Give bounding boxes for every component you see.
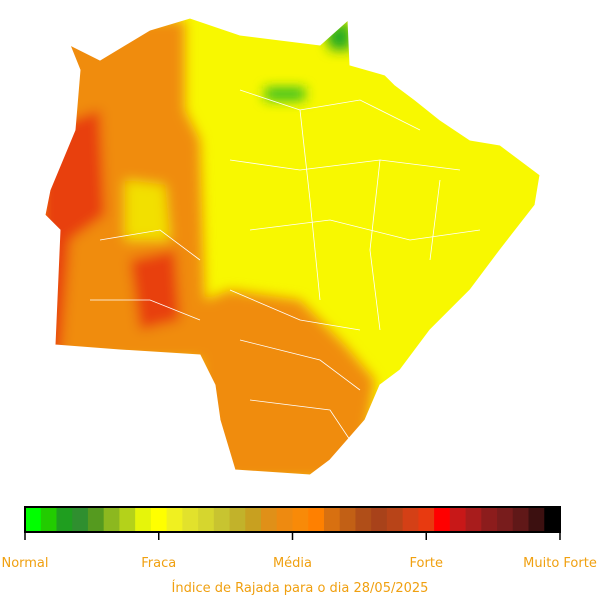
colorbar-label: Média — [273, 556, 312, 571]
colorbar-swatch — [386, 507, 404, 532]
colorbar-swatch — [292, 507, 309, 532]
colorbar: Normal Fraca Média Forte Muito Forte — [1, 506, 597, 571]
colorbar-swatch — [182, 507, 199, 532]
colorbar-swatch — [261, 507, 278, 532]
colorbar-label: Forte — [410, 556, 443, 571]
colorbar-swatch — [339, 507, 356, 532]
municipal-borders — [90, 89, 481, 441]
colorbar-swatch — [402, 507, 419, 532]
colorbar-swatch — [119, 507, 136, 532]
colorbar-swatch — [449, 507, 467, 532]
colorbar-swatch — [434, 507, 451, 532]
colorbar-swatch — [103, 507, 120, 532]
colorbar-swatch — [308, 507, 325, 532]
colorbar-swatch — [512, 507, 530, 532]
colorbar-swatch — [25, 507, 42, 532]
colorbar-swatch — [528, 507, 545, 532]
colorbar-swatch — [544, 507, 561, 532]
state-outline — [44, 17, 541, 476]
colorbar-swatch — [135, 507, 152, 532]
colorbar-swatch — [497, 507, 514, 532]
colorbar-swatch — [355, 507, 372, 532]
caption: Índice de Rajada para o dia 28/05/2025 — [172, 580, 429, 596]
colorbar-swatch — [418, 507, 435, 532]
colorbar-label: Normal — [1, 556, 48, 571]
colorbar-swatch — [166, 507, 183, 532]
colorbar-swatch — [87, 507, 105, 532]
colorbar-swatch — [56, 507, 73, 532]
colorbar-swatch — [198, 507, 215, 532]
colorbar-swatch — [481, 507, 498, 532]
colorbar-swatch — [72, 507, 89, 532]
colorbar-swatch — [150, 507, 168, 532]
colorbar-swatch — [465, 507, 482, 532]
colorbar-label: Muito Forte — [523, 556, 597, 571]
colorbar-swatch — [371, 507, 388, 532]
colorbar-swatch — [276, 507, 293, 532]
colorbar-swatch — [245, 507, 262, 532]
colorbar-swatch — [229, 507, 246, 532]
colorbar-swatch — [323, 507, 341, 532]
colorbar-swatch — [40, 507, 57, 532]
colorbar-label: Fraca — [141, 556, 176, 571]
colorbar-swatch — [213, 507, 231, 532]
state-map — [45, 18, 540, 475]
